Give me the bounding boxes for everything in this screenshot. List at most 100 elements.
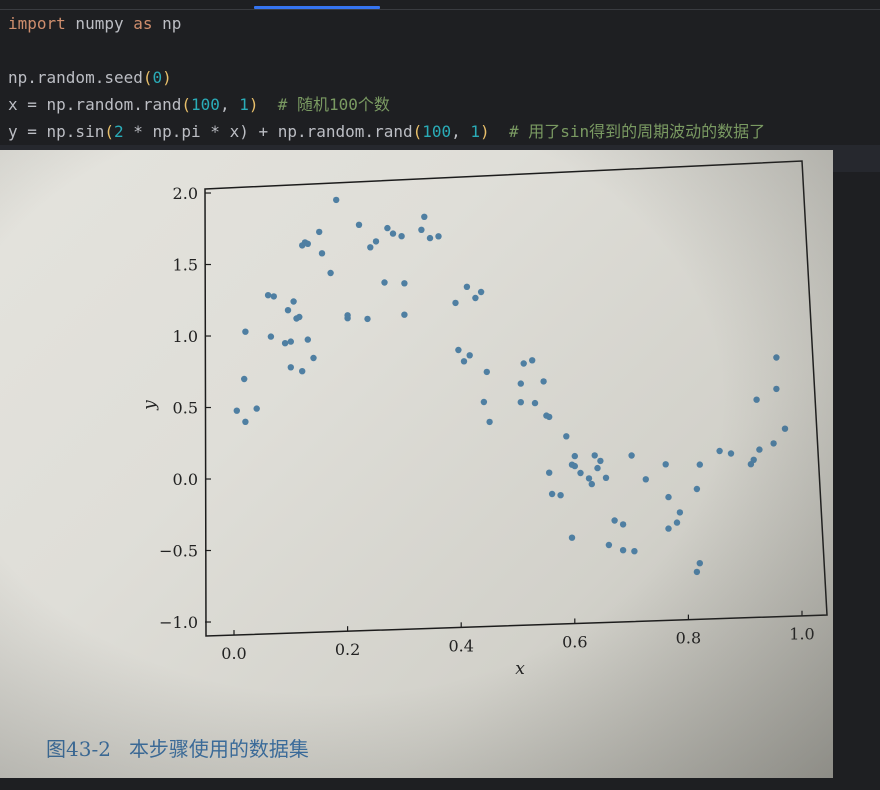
code-token: ( <box>412 122 423 141</box>
data-point <box>557 492 564 499</box>
data-point <box>372 238 380 245</box>
code-token: ) <box>480 122 490 141</box>
data-point <box>463 283 471 290</box>
code-token: 100 <box>422 122 452 141</box>
data-point <box>540 378 547 385</box>
data-point <box>585 475 593 482</box>
data-point <box>281 340 289 347</box>
data-point <box>727 450 735 457</box>
x-tick-label: 0.8 <box>676 629 701 648</box>
data-point <box>693 568 701 576</box>
y-tick-label: 0.0 <box>173 470 198 489</box>
code-token: 1 <box>239 95 249 114</box>
x-tick-label: 0.6 <box>562 632 587 651</box>
data-point <box>318 250 326 257</box>
data-point <box>389 230 397 237</box>
code-token: x = np.random.rand <box>8 95 182 114</box>
figure-caption: 图43-2 本步骤使用的数据集 <box>46 733 309 762</box>
data-point <box>344 312 351 319</box>
data-point <box>517 380 524 387</box>
data-point <box>233 407 240 414</box>
data-point <box>577 469 584 477</box>
data-point <box>756 446 763 453</box>
code-token: 0 <box>152 68 163 87</box>
data-point <box>631 548 638 555</box>
code-token: np.random.seed <box>8 68 143 87</box>
figure-caption-text: 本步骤使用的数据集 <box>128 737 309 761</box>
data-point <box>665 493 672 501</box>
data-point <box>310 354 317 362</box>
data-point <box>753 396 760 403</box>
data-point <box>693 485 701 493</box>
data-point <box>517 399 524 406</box>
code-token: np <box>152 14 182 33</box>
data-point <box>781 425 789 432</box>
data-point <box>594 464 601 472</box>
data-point <box>568 534 576 541</box>
data-point <box>619 547 627 554</box>
data-point <box>435 233 442 240</box>
code-line[interactable]: import numpy as np <box>8 13 181 35</box>
data-point <box>676 509 684 516</box>
code-line[interactable]: np.random.seed(0) <box>8 67 172 89</box>
data-point <box>304 240 311 247</box>
data-point <box>242 328 249 335</box>
axis-ticks: 0.0 0.2 0.4 0.6 0.8 1.0 −1.0 −0.5 0.0 0.5 1.0 1.5 2.… <box>159 184 815 663</box>
editor-tab-strip <box>0 0 880 10</box>
data-point <box>284 307 292 314</box>
data-point <box>588 480 595 488</box>
data-point <box>355 221 363 228</box>
code-token: 2 <box>113 122 124 141</box>
data-point <box>546 469 553 476</box>
data-points <box>233 196 789 576</box>
figure-number: 图43-2 <box>46 737 111 761</box>
data-point <box>304 336 311 343</box>
data-point <box>316 228 323 236</box>
x-tick-label: 0.2 <box>335 640 360 659</box>
y-tick-label: 1.0 <box>173 327 198 346</box>
y-tick-label: 2.0 <box>173 184 198 203</box>
data-point <box>264 292 272 299</box>
data-point <box>546 413 553 421</box>
data-point <box>333 196 340 204</box>
data-point <box>563 433 570 440</box>
data-point <box>696 560 703 567</box>
data-point <box>665 525 672 532</box>
code-token: , <box>219 95 240 114</box>
data-point <box>477 288 485 296</box>
code-token: y = np.sin <box>8 122 105 141</box>
data-point <box>472 294 479 302</box>
data-point <box>696 461 703 468</box>
code-token: import <box>8 14 66 33</box>
y-axis-label: y <box>140 400 160 411</box>
data-point <box>591 452 598 459</box>
code-line[interactable]: y = np.sin (2 * np.pi * x) + np.random.ra… <box>8 121 765 143</box>
data-point <box>290 298 297 305</box>
y-tick-label: −0.5 <box>159 542 198 561</box>
code-line[interactable]: x = np.random.rand(100, 1) # 随机100个数 <box>8 94 390 116</box>
active-tab-indicator[interactable] <box>254 6 380 9</box>
data-point <box>327 269 334 277</box>
code-token: ( <box>181 95 192 114</box>
data-point <box>531 399 539 407</box>
data-point <box>571 462 578 470</box>
x-tick-label: 1.0 <box>789 625 814 644</box>
y-tick-label: 0.5 <box>173 399 198 418</box>
data-point <box>770 440 777 447</box>
code-token: # 随机100个数 <box>258 95 390 114</box>
x-axis-label: x <box>515 659 525 679</box>
code-token: * np.pi * x) + np.random.rand <box>123 122 413 141</box>
data-point <box>299 368 306 375</box>
data-point <box>296 313 303 321</box>
data-point <box>602 474 610 481</box>
x-tick-label: 0.0 <box>221 644 246 663</box>
data-point <box>619 521 627 528</box>
data-point <box>384 224 391 232</box>
y-tick-label: −1.0 <box>159 613 198 632</box>
x-tick-label: 0.4 <box>448 636 473 655</box>
data-point <box>662 461 669 468</box>
data-point <box>716 447 723 455</box>
data-point <box>367 244 374 251</box>
data-point <box>773 385 780 393</box>
